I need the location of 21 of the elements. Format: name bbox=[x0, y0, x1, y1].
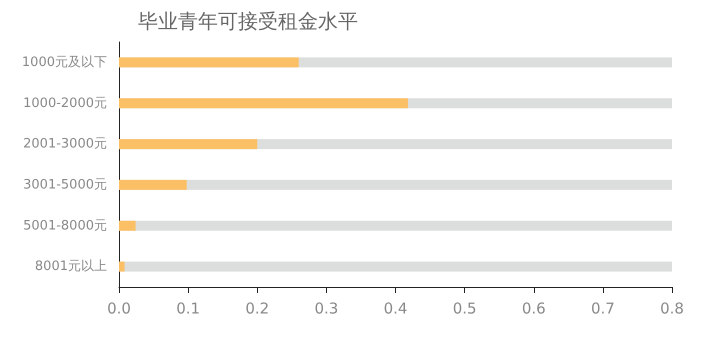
x-tick-label: 0.0 bbox=[107, 300, 131, 318]
y-tick-label: 3001-5000元 bbox=[23, 177, 107, 192]
bar bbox=[119, 262, 125, 272]
x-tick-label: 0.5 bbox=[452, 300, 477, 318]
x-tick-label: 0.7 bbox=[590, 300, 615, 318]
x-tick-label: 0.4 bbox=[384, 300, 408, 318]
x-tick-label: 0.1 bbox=[176, 300, 200, 318]
y-tick-label: 1000元及以下 bbox=[22, 54, 107, 70]
chart-title: 毕业青年可接受租金水平 bbox=[138, 9, 358, 33]
bar bbox=[119, 220, 136, 231]
y-tick-label: 2001-3000元 bbox=[23, 136, 107, 152]
y-tick-label: 5001-8000元 bbox=[23, 218, 107, 234]
x-tick-label: 0.8 bbox=[660, 300, 684, 318]
bar bbox=[119, 57, 299, 68]
x-tick-label: 0.3 bbox=[314, 300, 338, 318]
x-tick-label: 0.2 bbox=[245, 300, 270, 318]
y-tick-label: 8001元以上 bbox=[34, 259, 107, 274]
x-tick-label: 0.6 bbox=[522, 300, 546, 318]
y-tick-label: 1000-2000元 bbox=[23, 96, 107, 111]
bar bbox=[119, 139, 258, 150]
bar bbox=[119, 180, 187, 190]
